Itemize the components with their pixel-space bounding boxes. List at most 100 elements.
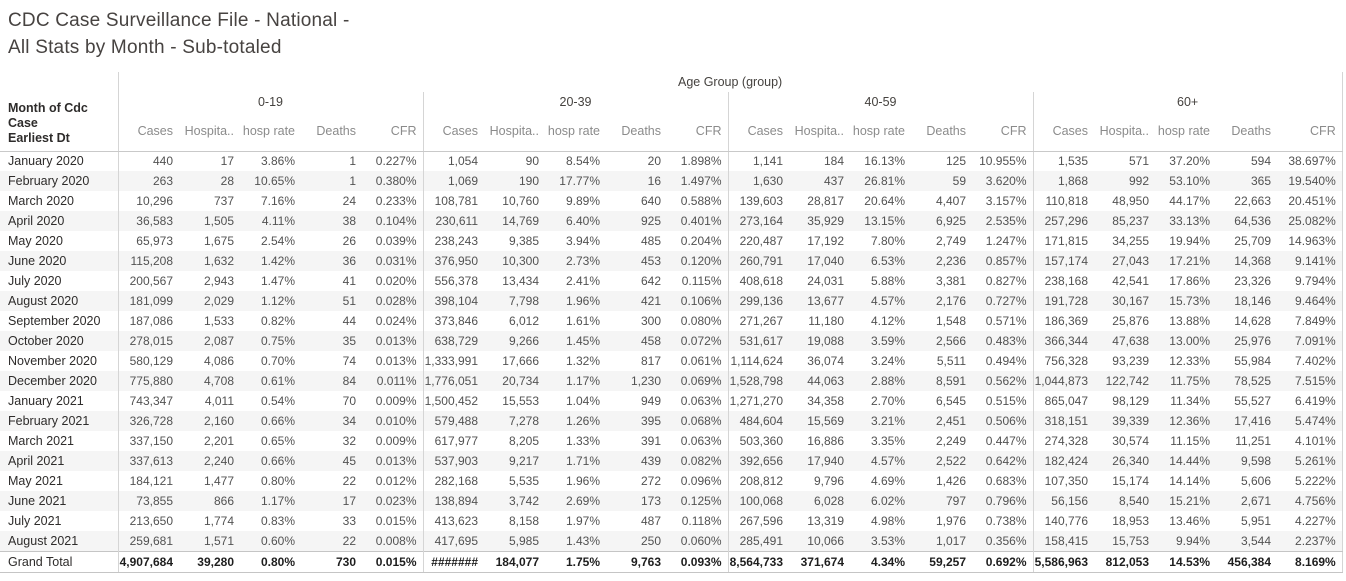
value-cell[interactable]: 208,812	[727, 471, 789, 491]
value-cell[interactable]: 484,604	[727, 411, 789, 431]
value-cell[interactable]: 25,709	[1234, 234, 1271, 248]
value-cell[interactable]: 3.59%	[870, 334, 905, 348]
value-cell[interactable]: 11.34%	[1170, 394, 1210, 408]
value-cell[interactable]: 230,611	[422, 211, 484, 231]
value-cell[interactable]: 2.69%	[565, 494, 600, 508]
value-cell[interactable]: 59	[952, 174, 966, 188]
value-cell[interactable]: 1.75%	[545, 550, 606, 573]
value-cell[interactable]: 1.97%	[565, 514, 600, 528]
metric-header-hospitalized[interactable]: Hospita..	[789, 112, 850, 152]
value-cell[interactable]: 12.33%	[1169, 354, 1210, 368]
value-cell[interactable]: 56,156	[1032, 491, 1094, 511]
value-cell[interactable]: 395	[640, 414, 661, 428]
value-cell[interactable]: 0.494%	[985, 354, 1027, 368]
value-cell[interactable]: 392,656	[727, 451, 789, 471]
value-cell[interactable]: 5,535	[508, 474, 539, 488]
row-label[interactable]: July 2020	[8, 274, 62, 288]
value-cell[interactable]: 10,296	[117, 191, 179, 211]
value-cell[interactable]: 0.83%	[260, 514, 295, 528]
value-cell[interactable]: 1.45%	[565, 334, 600, 348]
metric-header-cfr[interactable]: CFR	[362, 112, 423, 152]
value-cell[interactable]: 0.063%	[680, 434, 722, 448]
value-cell[interactable]: 4,086	[203, 354, 234, 368]
value-cell[interactable]: 271,267	[727, 311, 789, 331]
value-cell[interactable]: 458	[640, 334, 661, 348]
value-cell[interactable]: 267,596	[727, 511, 789, 531]
value-cell[interactable]: 391	[640, 434, 661, 448]
value-cell[interactable]: 0.013%	[375, 454, 417, 468]
value-cell[interactable]: 1,976	[935, 514, 966, 528]
value-cell[interactable]: 2,176	[935, 294, 966, 308]
value-cell[interactable]: 0.010%	[375, 414, 417, 428]
value-cell[interactable]: 15,553	[502, 394, 539, 408]
value-cell[interactable]: 373,846	[422, 311, 484, 331]
value-cell[interactable]: 24	[342, 194, 356, 208]
value-cell[interactable]: 13,319	[807, 514, 844, 528]
value-cell[interactable]: 3,742	[508, 494, 539, 508]
value-cell[interactable]: 44,063	[807, 374, 844, 388]
value-cell[interactable]: 925	[640, 214, 661, 228]
value-cell[interactable]: 17.86%	[1169, 274, 1210, 288]
value-cell[interactable]: 51	[342, 294, 356, 308]
value-cell[interactable]: 0.380%	[375, 174, 417, 188]
value-cell[interactable]: 9,266	[508, 334, 539, 348]
value-cell[interactable]: 1.26%	[565, 414, 600, 428]
value-cell[interactable]: 812,053	[1094, 550, 1155, 573]
value-cell[interactable]: 14.53%	[1155, 550, 1216, 573]
value-cell[interactable]: 1,774	[203, 514, 234, 528]
value-cell[interactable]: 14,628	[1234, 314, 1271, 328]
value-cell[interactable]: 417,695	[422, 531, 484, 551]
value-cell[interactable]: 571	[1128, 154, 1149, 169]
value-cell[interactable]: 42,541	[1112, 274, 1149, 288]
value-cell[interactable]: 531,617	[727, 331, 789, 351]
value-cell[interactable]: 19,088	[807, 334, 844, 348]
value-cell[interactable]: 20.451%	[1288, 194, 1336, 208]
value-cell[interactable]: 3.94%	[565, 234, 600, 248]
value-cell[interactable]: 1.47%	[260, 274, 295, 288]
value-cell[interactable]: 1,675	[203, 234, 234, 248]
value-cell[interactable]: 0.068%	[680, 414, 722, 428]
value-cell[interactable]: 20	[647, 154, 661, 169]
row-label[interactable]: May 2021	[8, 474, 63, 488]
value-cell[interactable]: 1.04%	[565, 394, 600, 408]
value-cell[interactable]: 1,868	[1032, 171, 1094, 191]
value-cell[interactable]: 0.011%	[376, 374, 417, 388]
value-cell[interactable]: 186,369	[1032, 311, 1094, 331]
value-cell[interactable]: 2,240	[203, 454, 234, 468]
value-cell[interactable]: 38.697%	[1288, 154, 1336, 169]
value-cell[interactable]: 59,257	[911, 550, 972, 573]
value-cell[interactable]: 2.73%	[565, 254, 600, 268]
value-cell[interactable]: 78,525	[1234, 374, 1271, 388]
value-cell[interactable]: 5.88%	[870, 274, 905, 288]
value-cell[interactable]: 14.14%	[1169, 474, 1210, 488]
metric-header-hospitalized[interactable]: Hospita..	[1094, 112, 1155, 152]
value-cell[interactable]: 371,674	[789, 550, 850, 573]
value-cell[interactable]: 7.16%	[260, 194, 295, 208]
value-cell[interactable]: 1,271,270	[727, 391, 789, 411]
row-label[interactable]: October 2020	[8, 334, 84, 348]
value-cell[interactable]: 84	[342, 374, 356, 388]
value-cell[interactable]: 15,753	[1112, 533, 1149, 548]
value-cell[interactable]: 0.506%	[985, 414, 1027, 428]
value-cell[interactable]: 0.013%	[375, 334, 417, 348]
value-cell[interactable]: 25,876	[1112, 314, 1149, 328]
value-cell[interactable]: 12.36%	[1169, 414, 1210, 428]
value-cell[interactable]: 0.080%	[680, 314, 722, 328]
value-cell[interactable]: 0.588%	[680, 194, 722, 208]
value-cell[interactable]: 1,533	[203, 314, 234, 328]
value-cell[interactable]: 14,368	[1234, 254, 1271, 268]
value-cell[interactable]: 0.093%	[667, 550, 728, 573]
value-cell[interactable]: 456,384	[1216, 550, 1277, 573]
value-cell[interactable]: 439	[640, 454, 661, 468]
value-cell[interactable]: 0.447%	[985, 434, 1027, 448]
value-cell[interactable]: 642	[640, 274, 661, 288]
value-cell[interactable]: 3.157%	[985, 194, 1027, 208]
value-cell[interactable]: 16	[647, 174, 661, 188]
value-cell[interactable]: 171,815	[1032, 231, 1094, 251]
value-cell[interactable]: 8,158	[508, 514, 539, 528]
value-cell[interactable]: 376,950	[422, 251, 484, 271]
value-cell[interactable]: 1.42%	[260, 254, 295, 268]
value-cell[interactable]: 10,760	[502, 194, 539, 208]
value-cell[interactable]: 0.857%	[985, 254, 1027, 268]
value-cell[interactable]: 34,255	[1112, 234, 1149, 248]
